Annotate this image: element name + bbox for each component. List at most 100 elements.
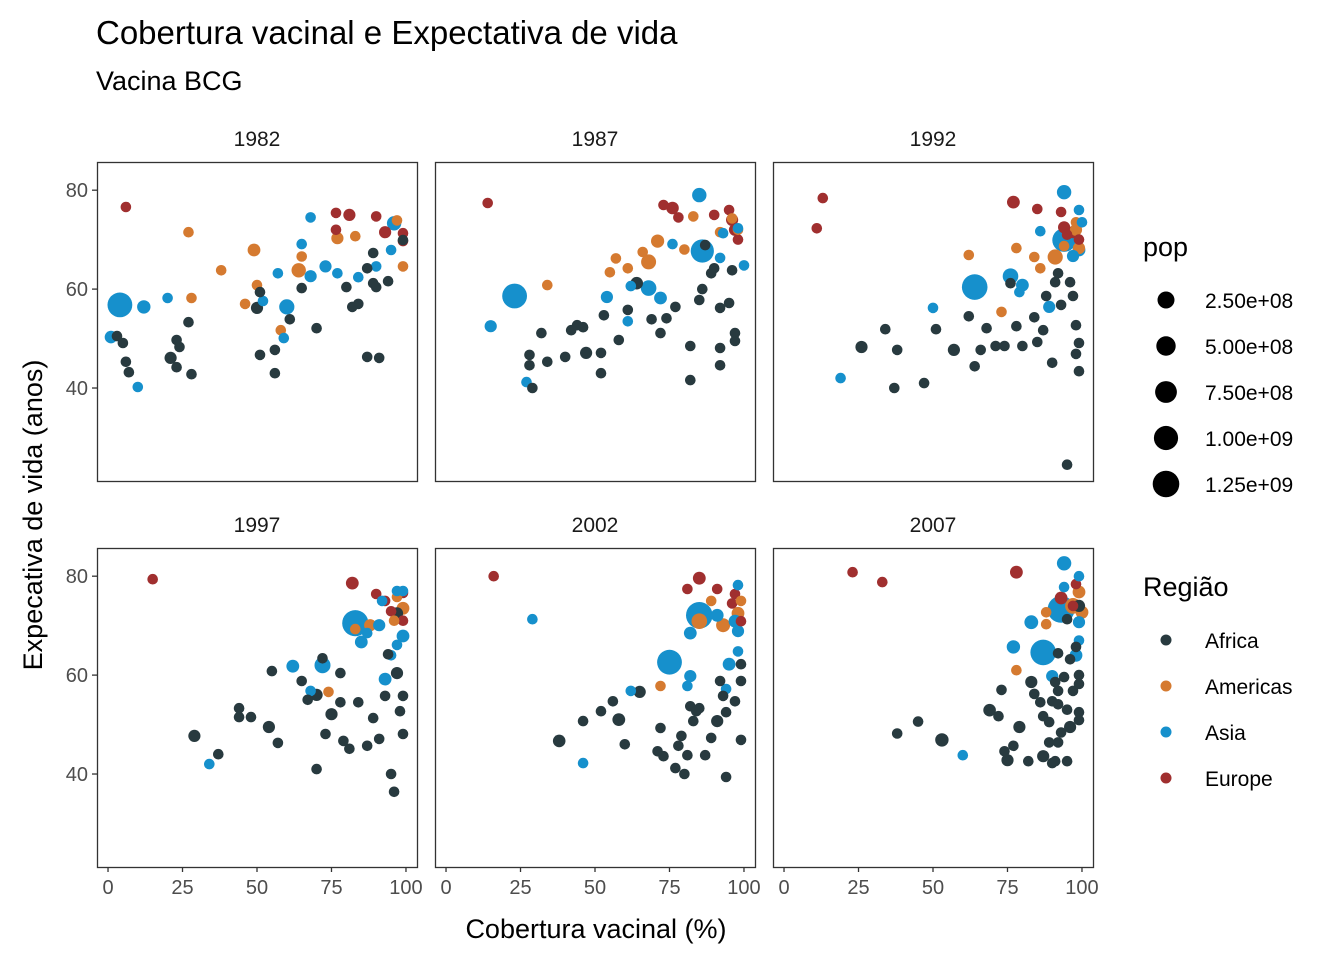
x-tick-label: 50 — [922, 877, 944, 899]
facet-panel-1987: 1987 — [434, 128, 757, 483]
data-point-africa — [595, 367, 607, 379]
x-tick-label: 100 — [727, 877, 760, 899]
data-point-asia — [319, 260, 332, 273]
data-point-asia — [204, 758, 215, 770]
data-point-americas — [350, 623, 361, 635]
panel-border — [434, 161, 757, 483]
data-point-europe — [1073, 234, 1085, 245]
data-point-europe — [147, 573, 158, 585]
data-point-africa — [729, 335, 741, 347]
data-point-americas — [705, 595, 717, 607]
data-point-americas — [350, 230, 361, 242]
color-legend-label: Africa — [1205, 630, 1259, 653]
facet-strip-label: 1997 — [234, 514, 281, 537]
data-point-africa — [1043, 716, 1055, 728]
data-point-asia — [391, 639, 403, 651]
data-point-africa — [385, 768, 397, 780]
data-point-asia — [1014, 286, 1025, 298]
data-point-africa — [714, 342, 726, 354]
data-point-europe — [1032, 203, 1043, 215]
data-point-europe — [811, 223, 823, 234]
data-point-africa — [183, 316, 194, 328]
data-point-europe — [397, 615, 409, 626]
data-point-europe — [723, 204, 735, 216]
data-point-africa — [613, 334, 625, 346]
data-point-africa — [361, 740, 373, 752]
data-point-americas — [323, 686, 334, 698]
data-point-africa — [1073, 365, 1085, 377]
data-point-africa — [673, 740, 684, 752]
data-point-africa — [720, 771, 732, 783]
data-point-europe — [711, 583, 723, 595]
color-legend-key-asia — [1160, 726, 1172, 738]
data-point-asia — [1043, 300, 1056, 313]
data-point-europe — [692, 571, 706, 585]
data-point-africa — [233, 711, 245, 723]
data-point-africa — [311, 322, 322, 334]
data-point-americas — [622, 263, 634, 274]
data-point-africa — [999, 340, 1010, 352]
data-point-africa — [254, 349, 266, 361]
data-point-africa — [993, 710, 1004, 722]
data-point-africa — [1070, 348, 1082, 360]
data-point-asia — [1076, 217, 1088, 228]
data-point-africa — [394, 705, 406, 717]
x-tick-label: 100 — [389, 877, 422, 899]
data-point-asia — [600, 290, 614, 304]
data-point-asia — [373, 619, 386, 632]
data-point-asia — [162, 292, 173, 304]
data-point-africa — [655, 722, 666, 734]
data-point-africa — [1029, 688, 1040, 700]
data-point-europe — [735, 615, 747, 627]
size-legend-label: 1.00e+09 — [1205, 428, 1293, 451]
data-point-africa — [714, 360, 726, 371]
data-point-asia — [1056, 185, 1072, 200]
data-point-africa — [633, 685, 646, 699]
data-point-europe — [729, 588, 741, 600]
data-point-asia — [732, 223, 744, 234]
data-point-americas — [1040, 618, 1052, 630]
data-point-africa — [711, 715, 724, 728]
data-point-americas — [996, 306, 1007, 318]
x-tick-label: 25 — [171, 877, 193, 899]
data-point-africa — [1064, 720, 1077, 734]
data-point-europe — [379, 226, 392, 239]
x-axis-title: Cobertura vacinal (%) — [465, 914, 726, 944]
data-point-europe — [1055, 206, 1067, 218]
data-point-africa — [1035, 697, 1046, 708]
size-legend-label: 5.00e+08 — [1205, 336, 1293, 359]
data-point-africa — [1070, 641, 1082, 653]
data-point-africa — [670, 301, 681, 313]
data-point-africa — [855, 340, 868, 354]
data-point-africa — [171, 361, 182, 373]
data-point-americas — [1040, 607, 1052, 618]
data-point-europe — [345, 576, 359, 590]
data-point-africa — [379, 690, 391, 702]
facet-strip-label: 1982 — [234, 128, 281, 151]
data-point-africa — [388, 786, 400, 798]
data-point-africa — [676, 730, 687, 742]
data-point-europe — [708, 209, 720, 221]
data-point-americas — [542, 279, 553, 291]
data-point-africa — [726, 265, 738, 276]
data-point-africa — [912, 716, 924, 727]
data-point-africa — [1029, 312, 1040, 323]
data-point-americas — [1058, 240, 1070, 252]
data-point-africa — [1073, 706, 1085, 718]
data-point-americas — [1011, 664, 1022, 676]
data-point-africa — [682, 749, 693, 761]
data-point-africa — [996, 684, 1007, 696]
data-point-asia — [732, 579, 744, 591]
data-point-africa — [164, 351, 177, 364]
data-point-asia — [1073, 204, 1085, 216]
data-point-africa — [699, 749, 711, 761]
data-point-americas — [655, 680, 666, 692]
facet-panel-1982: 1982 40 60 80 — [66, 128, 419, 483]
data-point-africa — [1058, 671, 1070, 683]
size-legend-key — [1153, 425, 1179, 451]
data-point-africa — [269, 344, 281, 356]
data-point-africa — [382, 275, 394, 287]
data-point-americas — [239, 298, 251, 310]
data-point-africa — [296, 282, 308, 294]
data-point-africa — [367, 712, 379, 724]
